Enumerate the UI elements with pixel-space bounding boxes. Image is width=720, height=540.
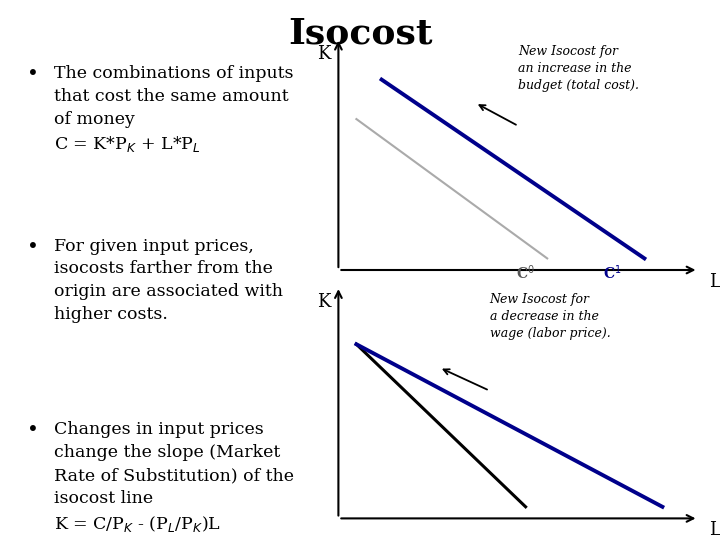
Text: •: • [27, 421, 39, 440]
Text: L: L [709, 273, 720, 291]
Text: •: • [27, 238, 39, 256]
Text: Changes in input prices
change the slope (Market
Rate of Substitution) of the
is: Changes in input prices change the slope… [53, 421, 294, 534]
Text: The combinations of inputs
that cost the same amount
of money
C = K*P$_K$ + L*P$: The combinations of inputs that cost the… [53, 65, 293, 154]
Text: K: K [318, 293, 330, 311]
Text: C$^1$: C$^1$ [603, 263, 621, 282]
Text: K: K [318, 45, 330, 63]
Text: New Isocost for
a decrease in the
wage (labor price).: New Isocost for a decrease in the wage (… [490, 293, 611, 340]
Text: •: • [27, 65, 39, 84]
Text: L: L [709, 521, 720, 539]
Text: For given input prices,
isocosts farther from the
origin are associated with
hig: For given input prices, isocosts farther… [53, 238, 282, 323]
Text: Isocost: Isocost [288, 16, 432, 50]
Text: C$^0$: C$^0$ [516, 263, 535, 282]
Text: New Isocost for
an increase in the
budget (total cost).: New Isocost for an increase in the budge… [518, 45, 639, 92]
